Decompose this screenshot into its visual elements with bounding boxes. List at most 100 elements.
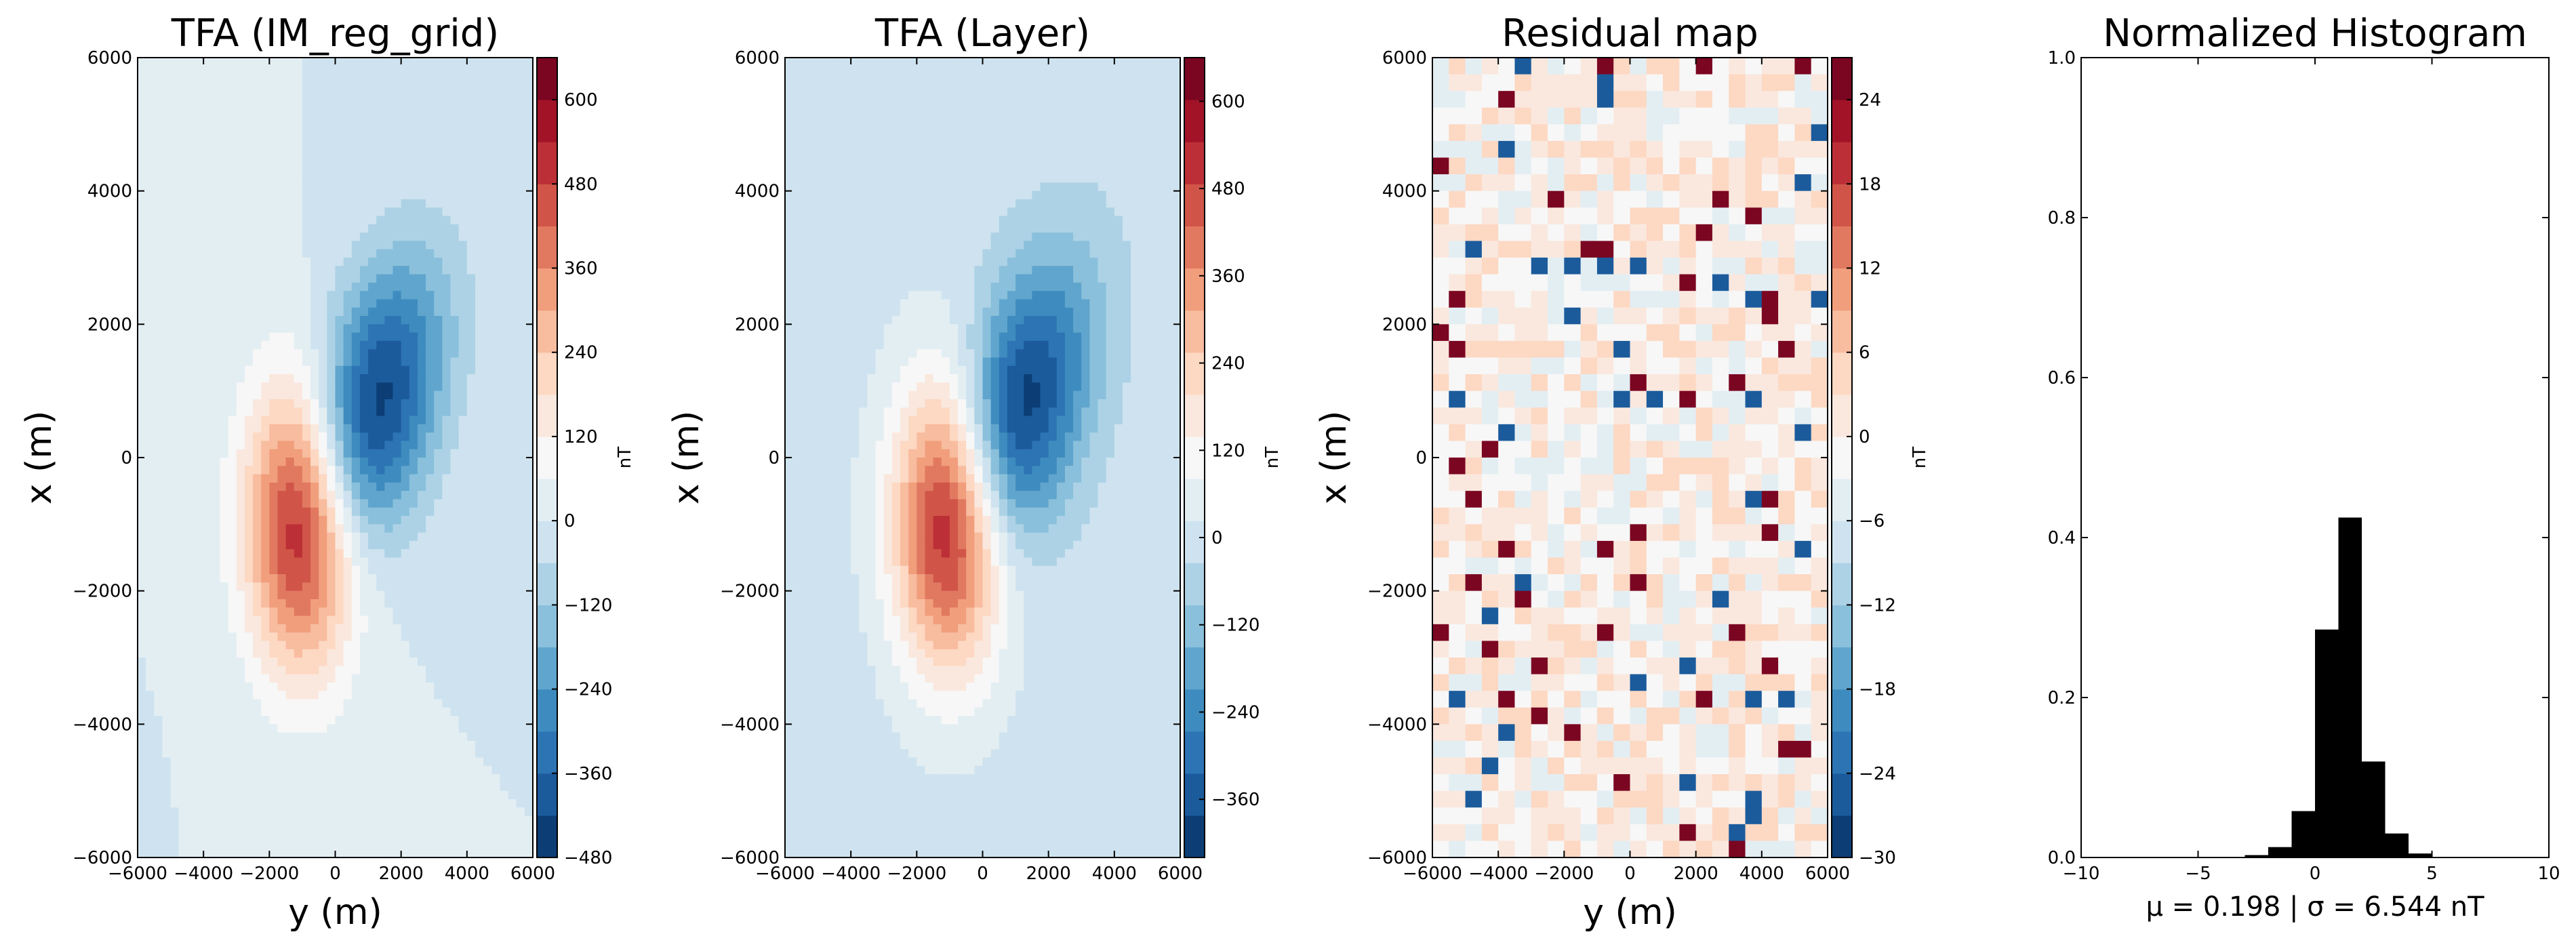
contour-cell (785, 641, 794, 650)
contour-cell (220, 58, 229, 66)
contour-cell (475, 349, 484, 359)
contour-cell (516, 390, 525, 400)
contour-cell (277, 615, 287, 625)
contour-cell (220, 324, 229, 334)
contour-cell (376, 266, 385, 275)
contour-cell (785, 216, 794, 225)
contour-cell (516, 233, 525, 242)
contour-cell (785, 99, 794, 108)
contour-cell (793, 349, 802, 359)
contour-cell (294, 165, 303, 175)
contour-cell (138, 382, 146, 392)
contour-cell (343, 641, 353, 650)
contour-cell (212, 691, 221, 700)
contour-cell (195, 74, 204, 83)
contour-cell (516, 266, 525, 275)
contour-cell (335, 599, 344, 608)
contour-cell (178, 291, 188, 300)
contour-cell (434, 357, 443, 367)
contour-cell (483, 841, 492, 850)
contour-cell (343, 824, 353, 833)
contour-cell (434, 124, 443, 134)
contour-cell (393, 615, 402, 625)
contour-cell (212, 849, 221, 857)
contour-cell (302, 91, 311, 100)
contour-cell (401, 599, 410, 608)
contour-cell (146, 599, 155, 608)
contour-cell (154, 124, 163, 134)
contour-cell (351, 332, 361, 342)
contour-cell (508, 807, 517, 817)
contour-cell (154, 99, 163, 108)
contour-cell (294, 590, 303, 600)
contour-cell (294, 382, 303, 392)
contour-cell (351, 324, 361, 334)
contour-cell (500, 507, 509, 517)
contour-cell (500, 824, 509, 833)
contour-cell (434, 432, 443, 442)
contour-cell (458, 299, 468, 308)
contour-cell (442, 749, 451, 759)
contour-cell (351, 282, 361, 291)
contour-cell (236, 390, 245, 400)
contour-cell (170, 849, 180, 857)
contour-cell (319, 241, 327, 250)
contour-cell (376, 365, 385, 375)
contour-cell (319, 740, 327, 750)
contour-cell (368, 524, 377, 533)
contour-cell (343, 707, 353, 716)
contour-cell (294, 699, 303, 708)
contour-cell (450, 258, 460, 266)
contour-cell (368, 532, 377, 542)
contour-cell (319, 590, 327, 600)
contour-cell (434, 599, 443, 608)
contour-cell (162, 258, 172, 266)
contour-cell (261, 507, 270, 517)
contour-cell (269, 540, 279, 550)
contour-cell (319, 233, 327, 242)
contour-cell (327, 732, 336, 742)
contour-cell (351, 132, 361, 142)
contour-cell (483, 674, 492, 683)
contour-cell (327, 149, 336, 159)
contour-cell (417, 815, 426, 825)
contour-cell (186, 140, 196, 150)
contour-cell (253, 740, 262, 750)
contour-cell (417, 365, 426, 375)
contour-cell (417, 58, 426, 66)
contour-cell (491, 174, 501, 183)
contour-cell (516, 424, 525, 433)
contour-cell (170, 807, 180, 817)
contour-cell (442, 774, 451, 783)
contour-cell (138, 182, 146, 192)
contour-cell (178, 116, 188, 125)
contour-cell (434, 149, 443, 159)
contour-cell (319, 615, 327, 625)
contour-cell (261, 499, 270, 508)
contour-cell (384, 782, 394, 792)
contour-cell (801, 365, 811, 375)
contour-cell (508, 316, 517, 325)
contour-cell (359, 233, 369, 242)
contour-cell (138, 516, 146, 525)
contour-cell (466, 732, 476, 742)
contour-cell (154, 182, 163, 192)
contour-cell (409, 282, 418, 291)
contour-cell (335, 691, 344, 700)
contour-cell (516, 666, 525, 675)
contour-cell (450, 190, 460, 200)
contour-cell (458, 407, 468, 417)
contour-cell (285, 91, 295, 100)
contour-cell (294, 666, 303, 675)
contour-cell (384, 449, 394, 458)
contour-cell (426, 316, 435, 325)
contour-cell (359, 241, 369, 250)
contour-cell (809, 82, 819, 92)
contour-cell (186, 182, 196, 192)
contour-cell (244, 466, 254, 475)
contour-cell (269, 632, 279, 642)
contour-cell (228, 233, 237, 242)
contour-cell (244, 224, 254, 233)
contour-cell (516, 140, 525, 150)
